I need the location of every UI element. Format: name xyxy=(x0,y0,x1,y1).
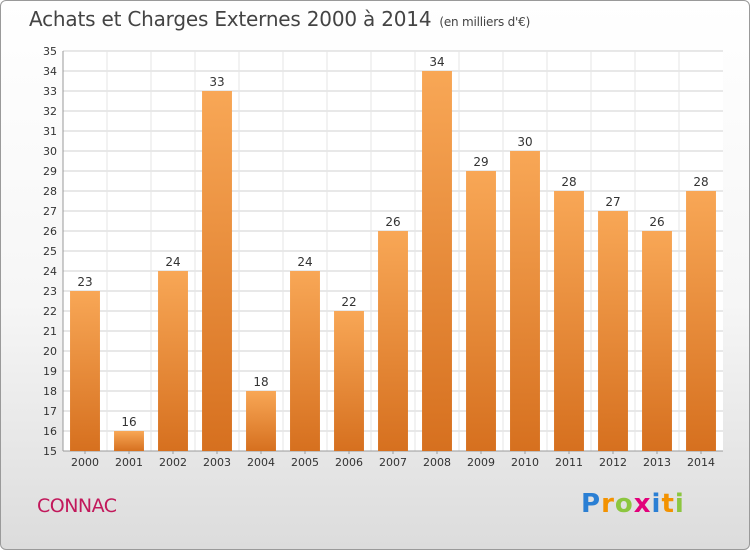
data-label: 24 xyxy=(297,255,312,269)
data-label: 24 xyxy=(165,255,180,269)
x-tick-label: 2003 xyxy=(203,456,231,469)
data-label: 23 xyxy=(77,275,92,289)
x-tick-label: 2011 xyxy=(555,456,583,469)
x-tick-label: 2004 xyxy=(247,456,275,469)
x-tick-label: 2000 xyxy=(71,456,99,469)
bar-2009 xyxy=(466,171,496,451)
x-tick-label: 2013 xyxy=(643,456,671,469)
x-tick-labels: 2000 2001 2002 2003 2004 2005 2006 2007 2008 2009… xyxy=(71,456,715,469)
data-label: 28 xyxy=(561,175,576,189)
y-tick-label: 34 xyxy=(43,65,57,78)
bar-2004 xyxy=(246,391,276,451)
x-tick-label: 2008 xyxy=(423,456,451,469)
bar-2003 xyxy=(202,91,232,451)
bar-2012 xyxy=(598,211,628,451)
x-tick-label: 2006 xyxy=(335,456,363,469)
y-tick-label: 35 xyxy=(43,45,57,58)
y-tick-label: 17 xyxy=(43,405,57,418)
commune-name: CONNAC xyxy=(37,495,117,517)
y-tick-label: 32 xyxy=(43,105,57,118)
y-tick-label: 27 xyxy=(43,205,57,218)
y-tick-label: 26 xyxy=(43,225,57,238)
data-label: 34 xyxy=(429,55,444,69)
data-label: 27 xyxy=(605,195,620,209)
y-tick-labels: 15 16 17 18 19 20 21 22 23 24 25 26 27 28 29 30 31 32 33 34… xyxy=(43,45,57,458)
x-tick-label: 2009 xyxy=(467,456,495,469)
x-tick-label: 2007 xyxy=(379,456,407,469)
data-label: 16 xyxy=(121,415,136,429)
y-tick-label: 31 xyxy=(43,125,57,138)
data-label: 26 xyxy=(385,215,400,229)
y-tick-label: 19 xyxy=(43,365,57,378)
y-tick-label: 18 xyxy=(43,385,57,398)
bar-2008 xyxy=(422,71,452,451)
data-label: 33 xyxy=(209,75,224,89)
y-tick-label: 22 xyxy=(43,305,57,318)
x-tick-label: 2010 xyxy=(511,456,539,469)
data-labels: 23 16 24 33 18 24 22 26 34 29 30 28 27 26 28 xyxy=(77,55,708,429)
y-tick-label: 21 xyxy=(43,325,57,338)
x-tick-label: 2014 xyxy=(687,456,715,469)
y-tick-label: 15 xyxy=(43,445,57,458)
x-tick-label: 2005 xyxy=(291,456,319,469)
y-tick-label: 24 xyxy=(43,265,57,278)
bar-2007 xyxy=(378,231,408,451)
bar-2005 xyxy=(290,271,320,451)
bar-2010 xyxy=(510,151,540,451)
y-tick-label: 23 xyxy=(43,285,57,298)
title-unit: (en milliers d'€) xyxy=(439,15,531,29)
bar-2014 xyxy=(686,191,716,451)
data-label: 29 xyxy=(473,155,488,169)
y-tick-label: 20 xyxy=(43,345,57,358)
y-tick-label: 25 xyxy=(43,245,57,258)
y-tick-label: 29 xyxy=(43,165,57,178)
bar-2001 xyxy=(114,431,144,451)
bar-2000 xyxy=(70,291,100,451)
proxiti-logo: Proxiti xyxy=(581,489,685,519)
y-tick-label: 28 xyxy=(43,185,57,198)
bar-2002 xyxy=(158,271,188,451)
x-tick-label: 2002 xyxy=(159,456,187,469)
data-label: 18 xyxy=(253,375,268,389)
data-label: 28 xyxy=(693,175,708,189)
data-label: 22 xyxy=(341,295,356,309)
y-tick-label: 33 xyxy=(43,85,57,98)
x-tick-label: 2012 xyxy=(599,456,627,469)
y-tick-label: 30 xyxy=(43,145,57,158)
bar-2013 xyxy=(642,231,672,451)
y-tick-label: 16 xyxy=(43,425,57,438)
data-label: 26 xyxy=(649,215,664,229)
bar-2011 xyxy=(554,191,584,451)
bars xyxy=(70,71,716,451)
data-label: 30 xyxy=(517,135,532,149)
chart-title: Achats et Charges Externes 2000 à 2014 (e… xyxy=(29,7,530,31)
x-tick-label: 2001 xyxy=(115,456,143,469)
title-text: Achats et Charges Externes 2000 à 2014 xyxy=(29,7,432,31)
bar-2006 xyxy=(334,311,364,451)
